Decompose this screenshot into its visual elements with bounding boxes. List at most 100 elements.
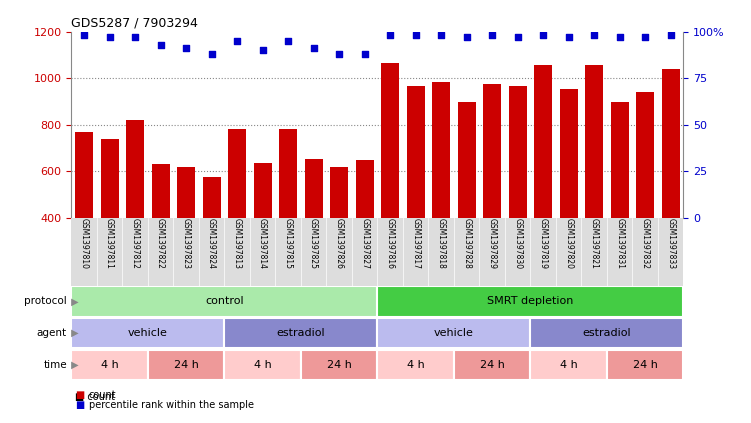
Text: GSM1397824: GSM1397824: [207, 218, 216, 269]
Text: GSM1397815: GSM1397815: [284, 218, 293, 269]
Text: 24 h: 24 h: [633, 360, 658, 370]
Text: time: time: [44, 360, 67, 370]
Text: vehicle: vehicle: [128, 328, 167, 338]
Bar: [225, 318, 377, 349]
Bar: [559, 89, 578, 311]
Bar: [203, 177, 221, 311]
Bar: [305, 159, 322, 311]
Text: GSM1397814: GSM1397814: [258, 218, 267, 269]
Bar: [71, 349, 148, 380]
Point: [409, 32, 421, 39]
Text: estradiol: estradiol: [583, 328, 631, 338]
Bar: [71, 318, 225, 349]
Text: GSM1397829: GSM1397829: [487, 218, 496, 269]
Text: GSM1397826: GSM1397826: [335, 218, 344, 269]
Text: GSM1397810: GSM1397810: [80, 218, 89, 269]
Text: ■: ■: [75, 400, 84, 410]
Text: 24 h: 24 h: [173, 360, 198, 370]
Text: GSM1397812: GSM1397812: [131, 218, 140, 269]
Bar: [301, 349, 378, 380]
Text: GSM1397821: GSM1397821: [590, 218, 599, 269]
Bar: [75, 132, 93, 311]
Text: 4 h: 4 h: [407, 360, 424, 370]
Text: GSM1397819: GSM1397819: [538, 218, 547, 269]
Bar: [152, 164, 170, 311]
Bar: [377, 349, 454, 380]
Bar: [279, 129, 297, 311]
Text: GSM1397813: GSM1397813: [233, 218, 242, 269]
Point: [308, 45, 320, 52]
Bar: [607, 349, 683, 380]
Point: [231, 38, 243, 44]
Bar: [433, 82, 450, 311]
Bar: [530, 318, 683, 349]
Bar: [457, 102, 475, 311]
Point: [155, 41, 167, 48]
Bar: [382, 63, 399, 311]
Point: [486, 32, 498, 39]
Text: GSM1397833: GSM1397833: [666, 218, 675, 269]
Bar: [407, 86, 424, 311]
Bar: [377, 286, 683, 316]
Point: [359, 51, 371, 58]
Bar: [611, 102, 629, 311]
Text: GSM1397828: GSM1397828: [462, 218, 471, 269]
Point: [384, 32, 396, 39]
Text: vehicle: vehicle: [434, 328, 474, 338]
Bar: [454, 349, 530, 380]
Point: [614, 34, 626, 41]
Point: [588, 32, 600, 39]
Text: 4 h: 4 h: [101, 360, 119, 370]
Bar: [330, 167, 348, 311]
Text: agent: agent: [37, 328, 67, 338]
Text: 24 h: 24 h: [480, 360, 505, 370]
Text: 4 h: 4 h: [254, 360, 272, 370]
Bar: [71, 286, 377, 316]
Text: ▶: ▶: [68, 360, 78, 370]
Text: GSM1397818: GSM1397818: [436, 218, 445, 269]
Bar: [508, 86, 526, 311]
Text: count: count: [89, 390, 116, 401]
Text: ■ count: ■ count: [75, 392, 115, 402]
Bar: [228, 129, 246, 311]
Text: GSM1397825: GSM1397825: [309, 218, 318, 269]
Point: [78, 32, 90, 39]
Bar: [377, 318, 530, 349]
Bar: [636, 92, 654, 311]
Point: [206, 51, 218, 58]
Point: [460, 34, 472, 41]
Bar: [483, 84, 501, 311]
Text: ■: ■: [75, 390, 84, 401]
Bar: [534, 66, 552, 311]
Text: SMRT depletion: SMRT depletion: [487, 297, 574, 306]
Bar: [254, 163, 272, 311]
Point: [511, 34, 523, 41]
Point: [665, 32, 677, 39]
Point: [333, 51, 345, 58]
Bar: [662, 69, 680, 311]
Text: GSM1397811: GSM1397811: [105, 218, 114, 269]
Text: 24 h: 24 h: [327, 360, 351, 370]
Point: [282, 38, 294, 44]
Text: estradiol: estradiol: [276, 328, 325, 338]
Text: GSM1397827: GSM1397827: [360, 218, 369, 269]
Text: GSM1397832: GSM1397832: [641, 218, 650, 269]
Bar: [225, 349, 301, 380]
Point: [104, 34, 116, 41]
Text: GSM1397817: GSM1397817: [411, 218, 420, 269]
Bar: [356, 160, 373, 311]
Point: [257, 47, 269, 54]
Text: GSM1397822: GSM1397822: [156, 218, 165, 269]
Bar: [101, 139, 119, 311]
Bar: [585, 66, 603, 311]
Point: [562, 34, 575, 41]
Bar: [177, 167, 195, 311]
Text: GSM1397823: GSM1397823: [182, 218, 191, 269]
Text: GSM1397831: GSM1397831: [615, 218, 624, 269]
Point: [180, 45, 192, 52]
Text: 4 h: 4 h: [559, 360, 578, 370]
Point: [435, 32, 447, 39]
Bar: [530, 349, 607, 380]
Text: ▶: ▶: [68, 328, 78, 338]
Point: [639, 34, 651, 41]
